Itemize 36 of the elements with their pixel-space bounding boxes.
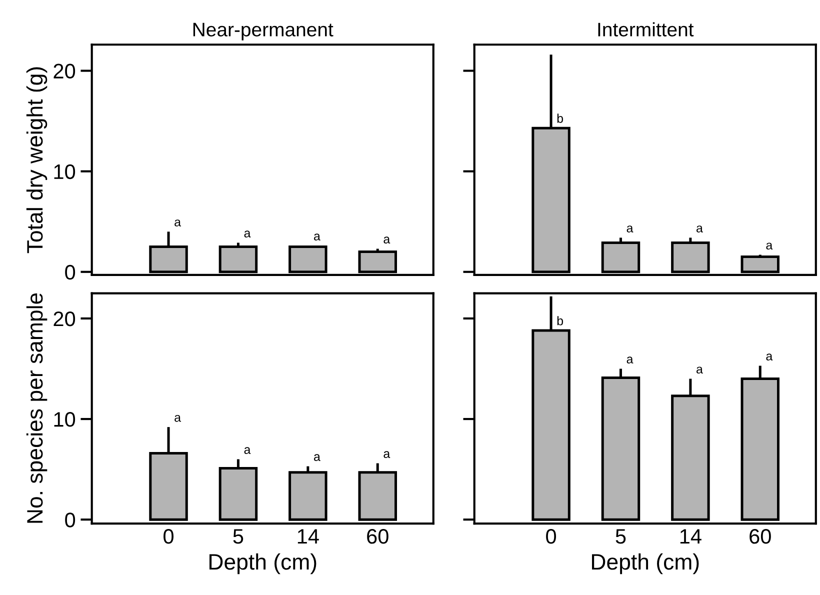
annotation: a	[626, 356, 634, 364]
y-tick-label: 0	[65, 264, 76, 280]
y-axis-title: Total dry weight (g)	[26, 67, 48, 254]
annotation: a	[244, 230, 251, 238]
x-axis-title: Depth (cm)	[592, 553, 699, 574]
y-tick-label: 20	[54, 311, 76, 326]
y-tick-label: 0	[65, 512, 76, 528]
annotation: b	[557, 114, 564, 123]
x-tick-label: 14	[680, 529, 702, 544]
y-tick-label: 10	[54, 412, 76, 427]
annotation: a	[174, 220, 182, 226]
y-tick-label: 10	[54, 164, 76, 180]
annotation: b	[557, 316, 564, 326]
annotation: a	[766, 354, 773, 360]
annotation: a	[384, 236, 390, 244]
annotation: a	[244, 447, 251, 454]
x-axis-title: Depth (cm)	[209, 553, 316, 574]
y-tick-label: 20	[54, 64, 76, 79]
annotation: a	[696, 366, 703, 374]
annotation: a	[174, 414, 182, 422]
x-tick-label: 14	[298, 529, 319, 544]
annotation: a	[384, 451, 390, 458]
chart-title: Intermittent	[598, 22, 694, 36]
x-tick-label: 5	[233, 529, 244, 544]
annotation: a	[314, 454, 320, 462]
x-tick-label: 5	[616, 529, 626, 544]
x-tick-label: 0	[164, 529, 174, 544]
annotation: a	[626, 226, 634, 232]
annotation: a	[766, 242, 773, 250]
annotation: a	[314, 234, 320, 240]
annotation: a	[696, 226, 703, 232]
chart-title: Near-permanent	[193, 22, 334, 40]
x-tick-label: 0	[546, 529, 556, 544]
x-tick-label: 60	[367, 529, 388, 544]
y-axis-title: No. species per sample	[26, 293, 48, 523]
x-tick-label: 60	[750, 529, 771, 544]
